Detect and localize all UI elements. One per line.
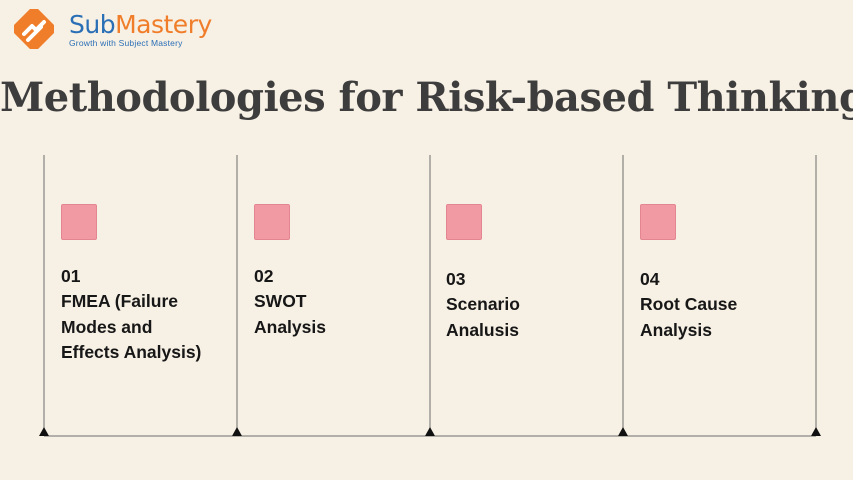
step-number: 04 [640,269,660,289]
timeline-arrow-4 [618,427,628,436]
timeline-arrow-5 [811,427,821,436]
step-number: 03 [446,269,466,289]
step-number: 02 [254,266,274,286]
step-label: Scenario Analusis [446,294,520,340]
brand-logo-icon [14,9,54,49]
step-label: SWOT Analysis [254,291,326,337]
step-number: 01 [61,266,81,286]
step-label: Root Cause Analysis [640,294,738,340]
step-marker [61,204,97,240]
timeline-arrow-2 [232,427,242,436]
timeline-arrow-1 [39,427,49,436]
timeline-arrow-3 [425,427,435,436]
brand-tagline: Growth with Subject Mastery [69,38,183,48]
step-marker [446,204,482,240]
step-marker [640,204,676,240]
brand-name: SubMastery [69,10,212,39]
step-label: FMEA (Failure Modes and Effects Analysis… [61,291,202,362]
step-marker [254,204,290,240]
page-title: Methodologies for Risk-based Thinking [0,74,853,121]
